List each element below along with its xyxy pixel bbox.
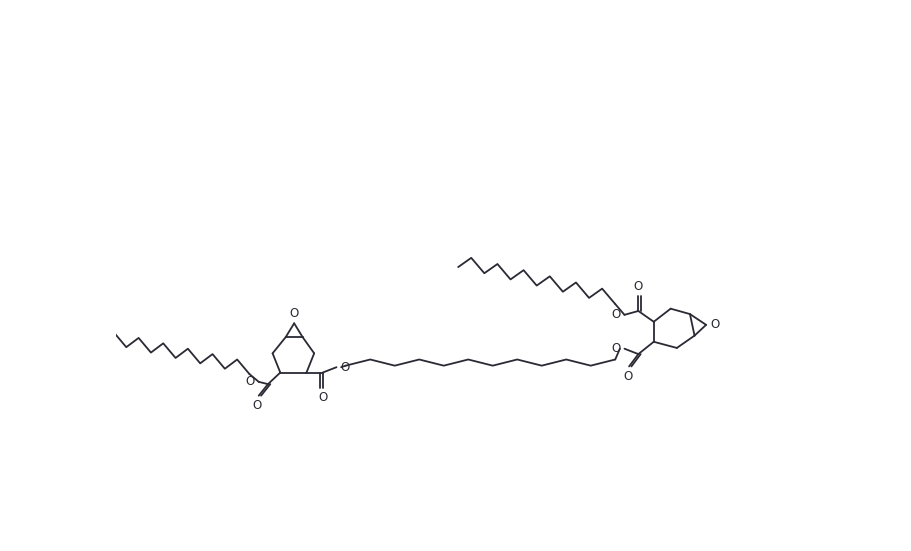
Text: O: O: [289, 307, 299, 320]
Text: O: O: [252, 399, 261, 412]
Text: O: O: [245, 375, 254, 388]
Text: O: O: [622, 370, 631, 382]
Text: O: O: [709, 318, 719, 331]
Text: O: O: [610, 342, 620, 355]
Text: O: O: [610, 309, 620, 321]
Text: O: O: [633, 279, 642, 293]
Text: O: O: [318, 391, 327, 404]
Text: O: O: [340, 361, 349, 374]
